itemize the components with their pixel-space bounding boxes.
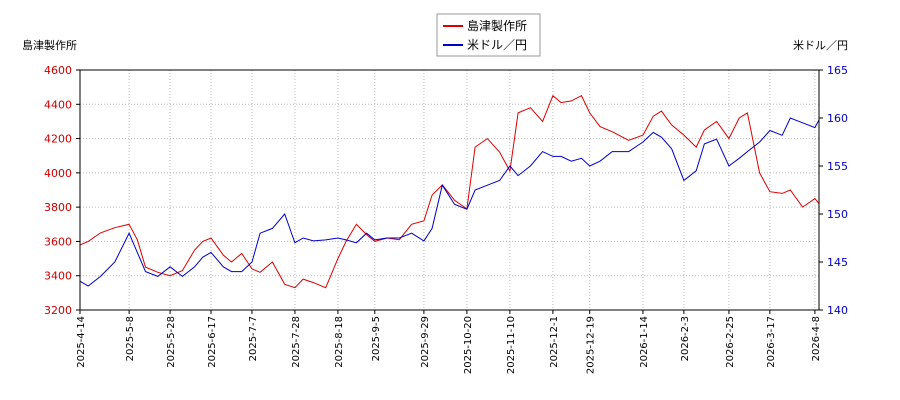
left-tick-label: 4000	[44, 167, 72, 180]
x-tick-label: 2025-9-5	[371, 316, 382, 361]
legend-label-shimadzu: 島津製作所	[467, 18, 527, 33]
left-tick-label: 4400	[44, 98, 72, 111]
left-tick-label: 3600	[44, 235, 72, 248]
right-tick-label: 165	[827, 64, 848, 77]
legend-label-usdjpy: 米ドル／円	[467, 38, 527, 52]
x-tick-label: 2025-11-10	[506, 316, 517, 374]
series-line-usdjpy	[79, 117, 820, 287]
x-tick-label: 2025-5-8	[125, 316, 136, 361]
x-tick-label: 2025-7-7	[248, 316, 259, 361]
left-axis: 3200 3400 3600 3800 4000 4200 4400 4600	[44, 64, 80, 317]
right-axis: 140 145 150 155 160 165	[819, 64, 848, 317]
left-tick-label: 3400	[44, 270, 72, 283]
x-tick-label: 2026-3-17	[766, 316, 777, 368]
left-tick-label: 3200	[44, 304, 72, 317]
series-lines	[79, 94, 820, 289]
x-tick-label: 2025-7-28	[291, 316, 302, 368]
legend: 島津製作所 米ドル／円	[436, 13, 541, 57]
left-tick-label: 3800	[44, 201, 72, 214]
series-line-shimadzu	[79, 94, 820, 289]
left-axis-title: 島津製作所	[22, 38, 77, 52]
plot-frame	[79, 69, 820, 311]
right-tick-label: 155	[827, 160, 848, 173]
x-tick-label: 2025-12-1	[549, 316, 560, 368]
x-tick-label: 2026-2-25	[725, 316, 736, 368]
x-tick-label: 2025-5-28	[166, 316, 177, 368]
x-tick-label: 2025-4-14	[76, 316, 87, 368]
legend-box	[436, 13, 541, 57]
x-tick-label: 2026-4-8	[811, 316, 822, 361]
x-tick-label: 2025-9-29	[420, 316, 431, 368]
right-tick-label: 160	[827, 112, 848, 125]
right-axis-title: 米ドル／円	[793, 39, 848, 52]
x-tick-label: 2025-6-17	[207, 316, 218, 368]
right-tick-label: 140	[827, 304, 848, 317]
x-tick-label: 2025-10-20	[463, 316, 474, 374]
x-tick-label: 2025-8-18	[334, 316, 345, 368]
x-tick-label: 2026-2-3	[680, 316, 691, 361]
x-tick-label: 2026-1-14	[639, 316, 650, 368]
left-tick-label: 4600	[44, 64, 72, 77]
right-tick-label: 150	[827, 208, 848, 221]
right-tick-label: 145	[827, 256, 848, 269]
left-tick-label: 4200	[44, 133, 72, 146]
x-axis: 2025-4-14 2025-5-8 2025-5-28 2025-6-17 2025-…	[76, 310, 822, 374]
x-tick-label: 2025-12-19	[586, 316, 597, 374]
